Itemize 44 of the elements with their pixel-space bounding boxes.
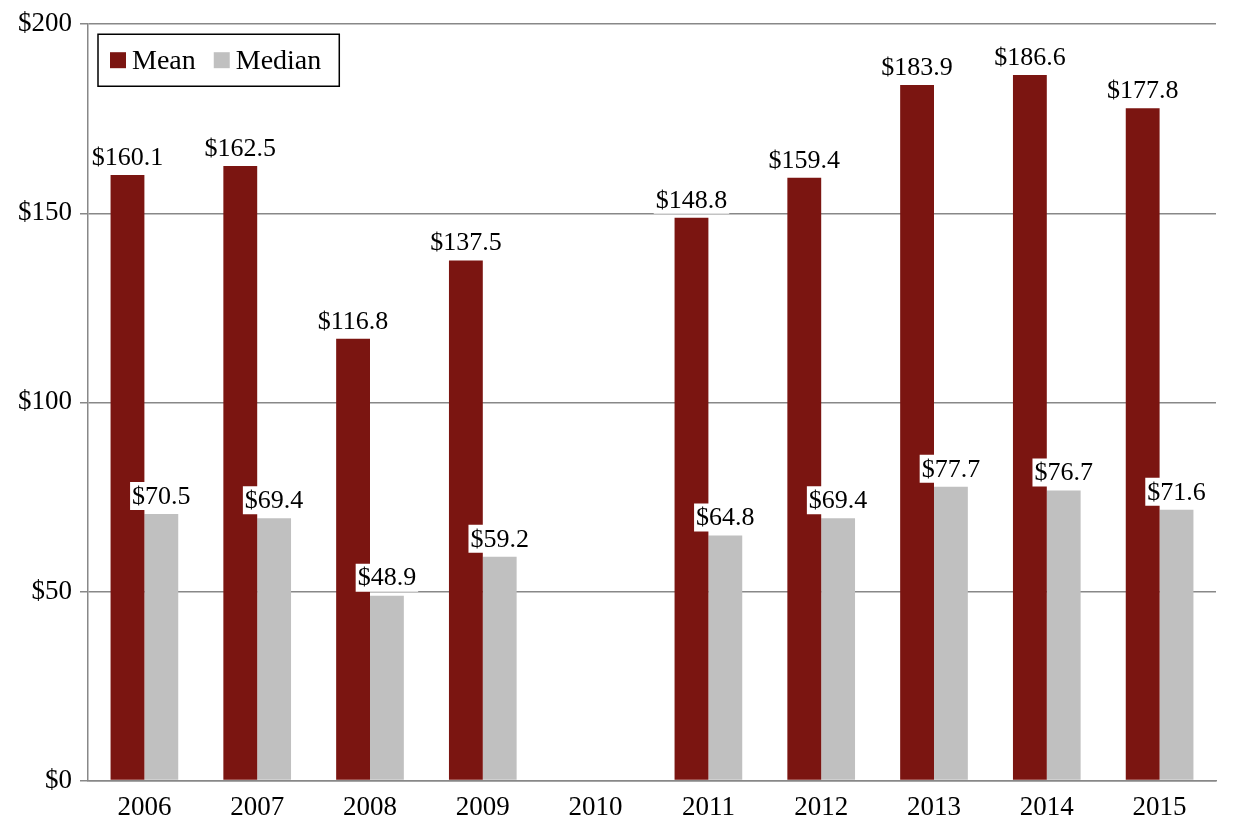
data-label: $177.8 — [1106, 74, 1179, 104]
data-label: $183.9 — [881, 51, 953, 81]
x-tick-label: 2015 — [1132, 790, 1187, 821]
y-tick-label: $50 — [31, 574, 72, 605]
bar — [1159, 509, 1194, 780]
data-label: $162.5 — [204, 132, 277, 162]
y-tick-label: $150 — [18, 196, 72, 227]
bar — [821, 518, 856, 780]
y-tick-label: $200 — [18, 7, 72, 38]
data-label: $71.6 — [1147, 476, 1206, 506]
data-label: $69.4 — [808, 484, 868, 514]
x-tick-label: 2014 — [1019, 790, 1075, 821]
data-label: $59.2 — [470, 523, 529, 553]
x-tick-label: 2007 — [230, 790, 285, 821]
bar — [1046, 490, 1081, 780]
x-tick-label: 2013 — [907, 790, 961, 821]
data-label: $64.8 — [696, 502, 755, 532]
bar — [144, 513, 179, 780]
bar — [482, 556, 517, 780]
data-label: $70.5 — [132, 480, 191, 510]
data-label: $160.1 — [91, 141, 164, 171]
y-tick-label: $100 — [18, 385, 72, 416]
data-label: $48.9 — [357, 562, 417, 592]
data-label: $148.8 — [655, 184, 728, 214]
data-label: $76.7 — [1034, 457, 1093, 487]
data-label: $186.6 — [994, 41, 1066, 71]
bar — [257, 518, 292, 780]
x-tick-label: 2012 — [794, 790, 849, 821]
data-label: $159.4 — [768, 144, 841, 174]
x-tick-label: 2009 — [455, 790, 510, 821]
bar — [708, 535, 743, 780]
y-tick-label: $0 — [45, 763, 72, 794]
legend-label: Median — [235, 43, 322, 75]
bar — [370, 595, 404, 780]
data-label: $77.7 — [921, 453, 981, 483]
data-label: $69.4 — [244, 484, 304, 514]
x-tick-label: 2008 — [343, 790, 397, 821]
x-tick-label: 2006 — [117, 790, 172, 821]
x-tick-label: 2011 — [681, 790, 735, 821]
legend-label: Mean — [132, 43, 196, 75]
data-label: $116.8 — [317, 305, 389, 335]
x-tick-label: 2010 — [568, 790, 623, 821]
data-label: $137.5 — [430, 227, 502, 257]
bar — [934, 486, 968, 780]
